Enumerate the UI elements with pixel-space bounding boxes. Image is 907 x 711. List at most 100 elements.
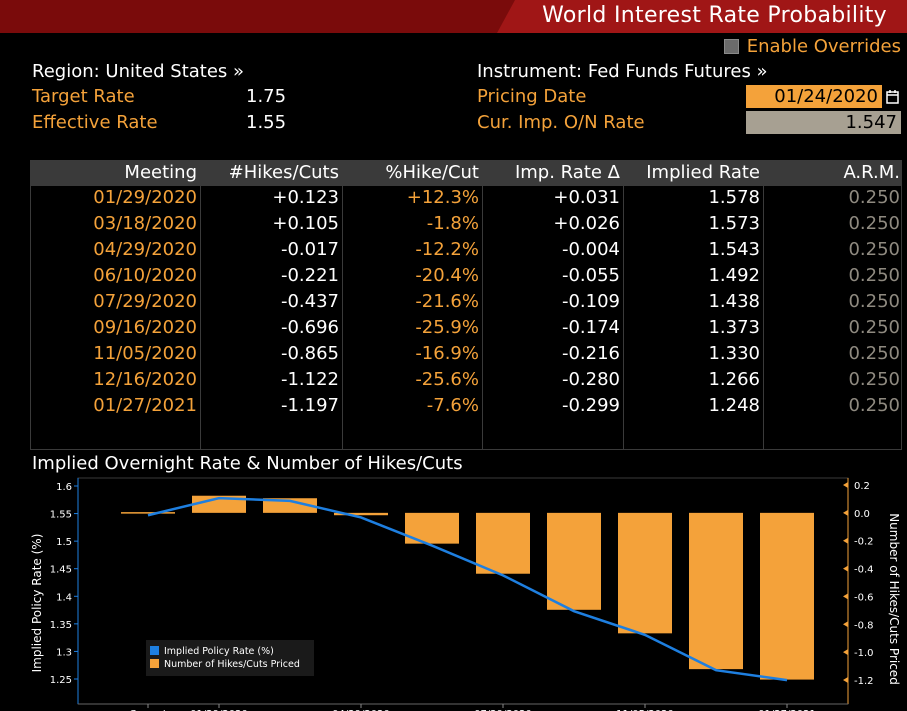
cell-meeting: 11/05/2020: [93, 343, 197, 364]
cell-hikes-cuts: -1.197: [280, 395, 339, 416]
col-header-hikes-cuts[interactable]: #Hikes/Cuts: [228, 162, 339, 183]
cell-arm: 0.250: [848, 187, 900, 208]
effective-rate-value: 1.55: [246, 112, 287, 133]
cell-implied-rate: 1.266: [708, 369, 760, 390]
legend-label-line: Implied Policy Rate (%): [164, 646, 274, 657]
cell-meeting: 06/10/2020: [93, 265, 197, 286]
cell-implied-rate: 1.573: [708, 213, 760, 234]
hikes-bar: [476, 512, 530, 574]
cell-hikes-cuts: -0.437: [280, 291, 339, 312]
checkbox-icon[interactable]: [723, 39, 739, 54]
chart-title: Implied Overnight Rate & Number of Hikes…: [32, 453, 463, 474]
pricing-date-label: Pricing Date: [477, 86, 587, 107]
chart-legend: Implied Policy Rate (%) Number of Hikes/C…: [146, 640, 314, 676]
cell-meeting: 01/29/2020: [93, 187, 197, 208]
enable-overrides-checkbox[interactable]: Enable Overrides: [723, 36, 901, 57]
cell-pct-hike-cut: -16.9%: [415, 343, 479, 364]
right-tick-mark: [843, 565, 848, 572]
cell-hikes-cuts: +0.123: [272, 187, 339, 208]
left-tick-label: 1.5: [56, 537, 72, 548]
right-tick-mark: [843, 677, 848, 683]
hikes-bar: [689, 512, 743, 670]
col-header-pct-hike-cut[interactable]: %Hike/Cut: [385, 162, 479, 183]
right-tick-label: -0.8: [854, 620, 874, 631]
rate-chart: 1.6 1.55 1.5 1.45 1.4 1.35 1.3 1.25 0.2 0.0 -0.2 -0…: [30, 477, 901, 711]
left-tick-label: 1.45: [50, 565, 72, 576]
legend-label-bars: Number of Hikes/Cuts Priced: [164, 659, 300, 670]
right-tick-mark: [843, 482, 848, 488]
right-axis-title: Number of Hikes/Cuts Priced: [887, 513, 901, 685]
cell-implied-rate: 1.492: [708, 265, 760, 286]
x-tick-label: 01/29/2020: [190, 709, 248, 711]
cell-hikes-cuts: -0.865: [280, 343, 339, 364]
cur-imp-rate-label: Cur. Imp. O/N Rate: [477, 112, 645, 133]
title-bar: World Interest Rate Probability: [0, 0, 907, 33]
hikes-bar: [760, 512, 814, 680]
cell-imp-rate-delta: -0.174: [561, 317, 620, 338]
left-tick-label: 1.25: [50, 675, 72, 686]
hikes-bar: [547, 512, 601, 610]
col-header-meeting[interactable]: Meeting: [124, 162, 197, 183]
x-tick-label: 07/29/2020: [474, 709, 532, 711]
pricing-date-input[interactable]: 01/24/2020: [746, 85, 882, 108]
left-tick-label: 1.55: [50, 510, 72, 521]
cell-arm: 0.250: [848, 317, 900, 338]
cell-arm: 0.250: [848, 239, 900, 260]
legend-swatch-line: [150, 646, 159, 655]
page-title: World Interest Rate Probability: [542, 3, 887, 28]
effective-rate-label: Effective Rate: [32, 112, 158, 133]
target-rate-label: Target Rate: [32, 86, 135, 107]
cell-meeting: 01/27/2021: [93, 395, 197, 416]
cell-meeting: 03/18/2020: [93, 213, 197, 234]
right-tick-mark: [843, 593, 848, 600]
cell-imp-rate-delta: +0.031: [553, 187, 620, 208]
cell-arm: 0.250: [848, 265, 900, 286]
cell-implied-rate: 1.330: [708, 343, 760, 364]
cell-arm: 0.250: [848, 395, 900, 416]
left-tick-label: 1.4: [56, 592, 72, 603]
cell-implied-rate: 1.438: [708, 291, 760, 312]
left-tick-label: 1.6: [56, 482, 72, 493]
x-tick-label: 01/27/2021: [758, 709, 816, 711]
legend-swatch-bars: [150, 659, 159, 668]
cell-pct-hike-cut: -20.4%: [415, 265, 479, 286]
right-tick-label: -0.4: [854, 565, 874, 576]
hikes-bar: [618, 512, 672, 634]
left-tick-label: 1.35: [50, 620, 72, 631]
cell-meeting: 12/16/2020: [93, 369, 197, 390]
cell-implied-rate: 1.373: [708, 317, 760, 338]
col-header-implied-rate[interactable]: Implied Rate: [646, 162, 760, 183]
x-tick-label: 04/29/2020: [332, 709, 390, 711]
cell-imp-rate-delta: -0.055: [561, 265, 620, 286]
right-tick-mark: [843, 537, 848, 544]
cell-pct-hike-cut: -21.6%: [415, 291, 479, 312]
right-tick-label: -1.2: [854, 676, 874, 687]
calendar-icon[interactable]: [883, 85, 902, 108]
left-axis-title: Implied Policy Rate (%): [30, 534, 44, 673]
enable-overrides-label: Enable Overrides: [746, 36, 901, 57]
region-selector[interactable]: Region: United States »: [32, 61, 245, 82]
cell-imp-rate-delta: -0.280: [561, 369, 620, 390]
right-tick-mark: [843, 649, 848, 656]
cell-arm: 0.250: [848, 369, 900, 390]
right-tick-label: 0.0: [854, 509, 870, 520]
right-tick-label: -0.2: [854, 537, 874, 548]
cell-pct-hike-cut: -25.6%: [415, 369, 479, 390]
hikes-bar: [334, 512, 388, 516]
left-tick-label: 1.3: [56, 647, 72, 658]
cell-imp-rate-delta: -0.004: [561, 239, 620, 260]
x-tick-label: Current: [129, 709, 167, 711]
legend-box: [146, 640, 314, 676]
cell-hikes-cuts: -0.017: [280, 239, 339, 260]
cell-arm: 0.250: [848, 213, 900, 234]
cell-hikes-cuts: +0.105: [272, 213, 339, 234]
cell-meeting: 07/29/2020: [93, 291, 197, 312]
col-header-imp-rate-delta[interactable]: Imp. Rate Δ: [514, 162, 620, 183]
hikes-bar: [263, 498, 317, 513]
implied-rate-line: [147, 496, 788, 682]
instrument-selector[interactable]: Instrument: Fed Funds Futures »: [477, 61, 768, 82]
cur-imp-rate-value: 1.547: [746, 111, 901, 134]
col-header-arm[interactable]: A.R.M.: [843, 162, 900, 183]
cell-pct-hike-cut: -7.6%: [426, 395, 479, 416]
x-tick-label: 11/05/2020: [616, 709, 674, 711]
